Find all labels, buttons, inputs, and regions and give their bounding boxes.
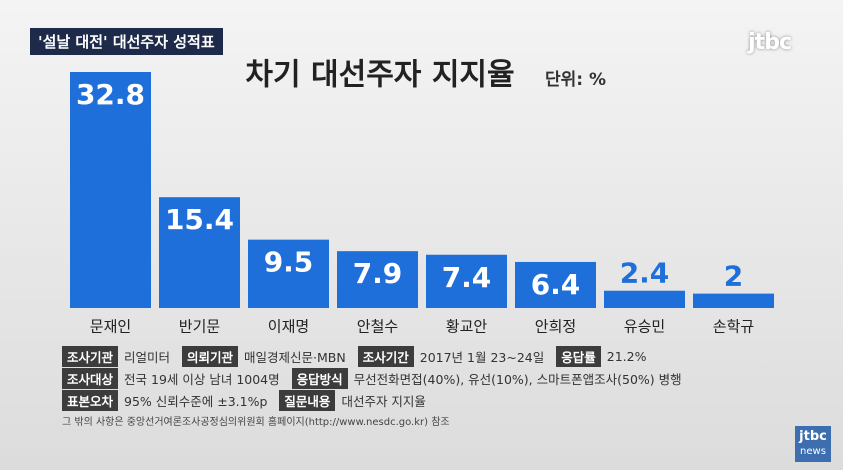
value-label: 2.4 (620, 257, 670, 290)
value-label: 9.5 (264, 246, 314, 279)
info-value: 대선주자 지지율 (341, 393, 426, 409)
x-tick-label: 손학규 (713, 318, 754, 336)
info-value: 전국 19세 이상 남녀 1004명 (124, 371, 280, 387)
info-value: 21.2% (606, 348, 647, 364)
x-tick-label: 반기문 (179, 318, 221, 336)
value-label: 7.4 (442, 261, 492, 294)
info-label: 의뢰기관 (182, 345, 239, 367)
x-tick-label: 안철수 (357, 318, 398, 336)
x-tick-label: 안희정 (535, 318, 576, 336)
value-label: 2 (724, 260, 743, 293)
value-label: 32.8 (76, 78, 145, 111)
corner-logo: jtbc news (795, 426, 831, 462)
value-label: 7.9 (353, 257, 403, 290)
corner-sub: news (800, 446, 826, 457)
info-value: 무선전화면접(40%), 유선(10%), 스마트폰앱조사(50%) 병행 (353, 371, 682, 387)
info-table: 조사기관 리얼미터 의뢰기관 매일경제신문·MBN 조사기간 2017년 1월 23~24… (62, 345, 694, 411)
info-label: 조사기관 (62, 345, 119, 367)
chart-subtitle: 단위: % (545, 70, 606, 90)
bar (604, 290, 685, 308)
bar (159, 197, 240, 308)
info-value: 2017년 1월 23~24일 (419, 349, 545, 365)
bar (337, 251, 418, 308)
header-tag: '설날 대전' 대선주자 성적표 (30, 28, 223, 55)
info-label: 표본오차 (62, 389, 119, 411)
info-value: 매일경제신문·MBN (244, 349, 346, 365)
info-row: 조사기관 리얼미터 의뢰기관 매일경제신문·MBN 조사기간 2017년 1월 23~24… (62, 345, 694, 367)
x-tick-label: 이재명 (268, 318, 309, 336)
chart-title: 차기 대선주자 지지율 (245, 58, 514, 93)
info-label: 응답률 (556, 345, 601, 367)
logo: jtbc (748, 30, 792, 55)
info-row: 표본오차 95% 신뢰수준에 ±3.1%p 질문내용 대선주자 지지율 (62, 389, 694, 411)
corner-brand: jtbc (799, 429, 827, 444)
info-row: 조사대상 전국 19세 이상 남녀 1004명 응답방식 무선전화면접(40%), 유… (62, 367, 694, 389)
info-value: 리얼미터 (124, 349, 171, 365)
bar (426, 254, 507, 308)
value-label: 15.4 (165, 203, 234, 236)
x-tick-label: 황교안 (446, 318, 488, 336)
footnote: 그 밖의 사항은 중앙선거여론조사공정심의위원회 홈페이지(http://www… (62, 417, 450, 428)
bar (515, 261, 596, 308)
bar (248, 239, 329, 308)
info-label: 조사기간 (357, 345, 414, 367)
info-label: 질문내용 (279, 389, 336, 411)
bar (70, 72, 151, 308)
bar (693, 293, 774, 308)
info-label: 응답방식 (291, 367, 348, 389)
info-value: 95% 신뢰수준에 ±3.1%p (124, 393, 268, 409)
x-tick-label: 유승민 (624, 318, 665, 336)
info-label: 조사대상 (62, 367, 119, 389)
x-tick-label: 문재인 (90, 318, 131, 336)
value-label: 6.4 (531, 268, 581, 301)
